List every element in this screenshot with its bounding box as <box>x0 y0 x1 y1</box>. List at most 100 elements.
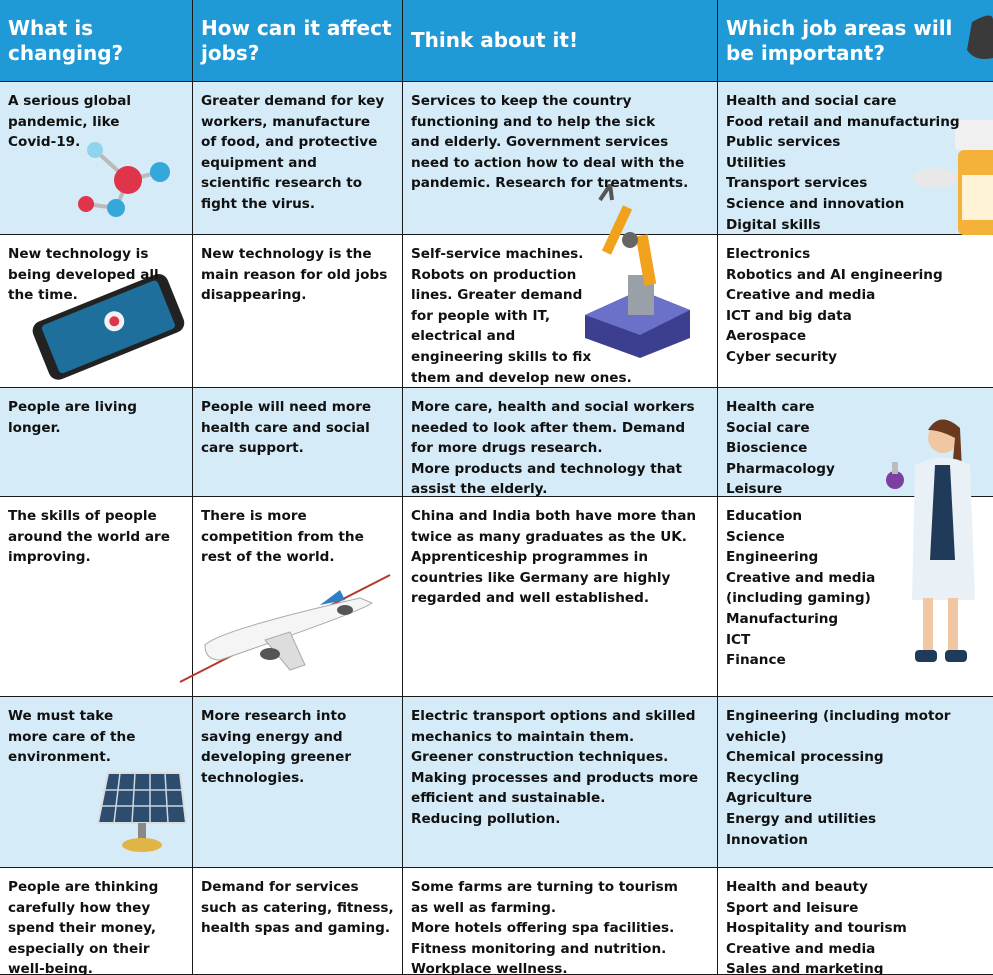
cell-text: Services to keep the country functioning … <box>403 82 688 194</box>
text-line: care support. <box>201 440 304 457</box>
text-line: engineering skills to fix <box>411 348 592 365</box>
text-line: New technology is the <box>201 246 372 262</box>
text-line: Health care <box>726 399 815 415</box>
text-line: functioning and to help the sick <box>411 113 656 130</box>
header-cell: Which job areas will be important? <box>718 0 993 82</box>
table-cell <box>193 868 403 975</box>
cell-text: Health and beauty Sport and leisure Hospit… <box>718 868 907 975</box>
molecule-icon <box>78 142 170 217</box>
cell-text: People are living longer. <box>0 388 137 438</box>
text-line: disappearing. <box>201 287 307 304</box>
table-cell <box>403 82 718 235</box>
text-line: saving energy and <box>201 728 343 745</box>
text-line: Cyber security <box>726 348 837 365</box>
cell-text: China and India both have more than twice… <box>403 497 696 609</box>
table-cell <box>193 82 403 235</box>
text-line: What is <box>8 15 94 40</box>
text-line: health spas and gaming. <box>201 920 391 937</box>
text-line: longer. <box>8 419 61 436</box>
text-line: More research into <box>201 708 347 724</box>
text-line: People are living <box>8 399 137 415</box>
text-line: workers, manufacture <box>201 113 371 130</box>
text-line: mechanics to maintain them. <box>411 728 635 745</box>
table-cell <box>193 235 403 388</box>
text-line: Self-service machines. <box>411 246 584 262</box>
cell-text: People are thinking carefully how they spe… <box>0 868 158 975</box>
cell-text: A serious global pandemic, like Covid-19. <box>0 82 131 153</box>
text-line: There is more <box>201 508 307 524</box>
text-line: Greater demand for key <box>201 93 385 109</box>
text-line: Aerospace <box>726 328 807 345</box>
text-line: Covid-19. <box>8 134 81 151</box>
text-line: vehicle) <box>726 728 787 745</box>
text-line: the time. <box>8 287 78 304</box>
text-line: technologies. <box>201 769 305 786</box>
text-line: Services to keep the country <box>411 93 632 109</box>
text-line: Transport services <box>726 175 868 192</box>
cell-text: More research into saving energy and devel… <box>193 697 351 788</box>
text-line: Leisure <box>726 481 783 498</box>
cell-text: The skills of people around the world are… <box>0 497 170 568</box>
table-cell <box>718 697 993 868</box>
text-line: Digital skills <box>726 216 821 233</box>
text-line: assist the elderly. <box>411 481 548 498</box>
text-line: pandemic, like <box>8 113 120 130</box>
text-line: Finance <box>726 652 786 669</box>
text-line: Fitness monitoring and nutrition. <box>411 940 667 957</box>
text-line: especially on their <box>8 940 150 957</box>
text-line: lines. Greater demand <box>411 287 583 304</box>
text-line: needed to look after them. Demand <box>411 419 686 436</box>
text-line: Electronics <box>726 246 811 262</box>
text-line: Making processes and products more <box>411 769 699 786</box>
text-line: A serious global <box>8 93 132 109</box>
text-line: regarded and well established. <box>411 590 650 607</box>
text-line: Manufacturing <box>726 610 839 627</box>
text-line: Science <box>726 528 785 545</box>
text-line: New technology is <box>8 246 149 262</box>
text-line: Sales and marketing <box>726 961 884 975</box>
header-cell: Think about it! <box>403 0 718 82</box>
scientist-icon <box>886 419 975 662</box>
table-cell <box>403 697 718 868</box>
text-line: Health and social care <box>726 93 897 109</box>
table-cell <box>0 82 193 235</box>
text-line: Sport and leisure <box>726 899 859 916</box>
text-line: The skills of people <box>8 508 157 524</box>
text-line: Agriculture <box>726 790 813 807</box>
text-line: being developed all <box>8 266 159 283</box>
text-line: jobs? <box>201 40 260 65</box>
text-line: competition from the <box>201 528 364 545</box>
text-line: rest of the world. <box>201 549 335 566</box>
plane-icon <box>179 574 391 683</box>
phone-icon <box>32 273 185 380</box>
text-line: More hotels offering spa facilities. <box>411 920 675 937</box>
text-line: environment. <box>8 749 111 766</box>
text-line: as well as farming. <box>411 899 557 916</box>
text-line: Food retail and manufacturing <box>726 113 960 130</box>
text-line: Engineering (including motor <box>726 708 951 724</box>
text-line: China and India both have more than <box>411 508 697 524</box>
text-line: Public services <box>726 134 841 151</box>
cell-text: Demand for services such as catering, fit… <box>193 868 394 939</box>
text-line: for people with IT, <box>411 307 551 324</box>
table-cell <box>0 388 193 497</box>
table-cell <box>718 235 993 388</box>
text-line: such as catering, fitness, <box>201 899 394 916</box>
header-cell: What is changing? <box>0 0 193 82</box>
text-line: Some farms are turning to tourism <box>411 879 678 895</box>
table-cell <box>0 497 193 697</box>
cell-text: New technology is the main reason for old… <box>193 235 387 306</box>
text-line: People will need more <box>201 399 372 415</box>
text-line: efficient and sustainable. <box>411 790 606 807</box>
text-line: Electric transport options and skilled <box>411 708 696 724</box>
text-line: of food, and protective <box>201 134 378 151</box>
text-line: countries like Germany are highly <box>411 569 671 586</box>
text-line: Engineering <box>726 549 819 566</box>
table-cell <box>0 868 193 975</box>
text-line: Bioscience <box>726 440 808 457</box>
text-line: for more drugs research. <box>411 440 603 457</box>
cell-text: Electronics Robotics and AI engineering Cr… <box>718 235 943 368</box>
text-line: Which job areas will <box>726 15 953 40</box>
text-line: Chemical processing <box>726 749 884 766</box>
